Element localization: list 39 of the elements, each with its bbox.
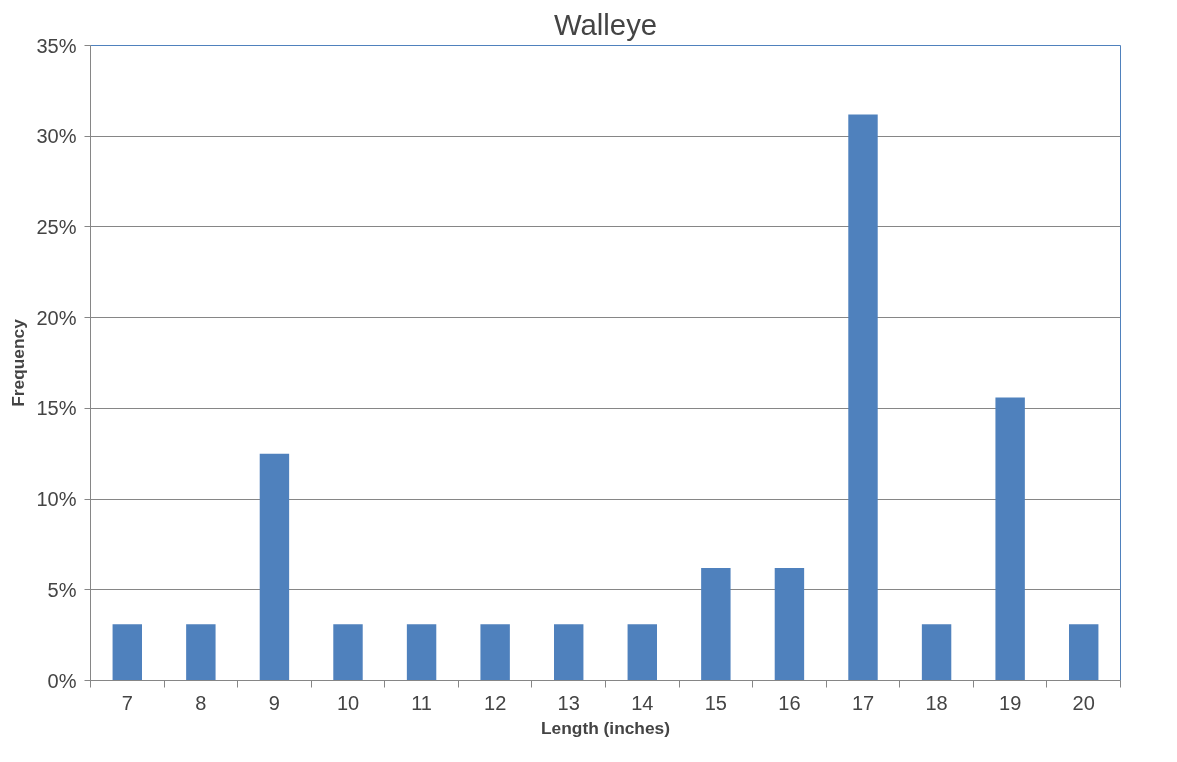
y-tick-label: 25% bbox=[36, 215, 77, 238]
bar bbox=[1069, 624, 1099, 681]
bar bbox=[333, 624, 363, 681]
bar bbox=[112, 624, 142, 681]
x-tick-label: 8 bbox=[195, 691, 207, 714]
bar bbox=[406, 624, 437, 681]
x-tick-label: 7 bbox=[121, 691, 133, 714]
x-tick-label: 14 bbox=[631, 691, 654, 714]
y-tick-label: 20% bbox=[36, 306, 77, 329]
y-tick-label: 5% bbox=[47, 578, 77, 601]
x-tick-label: 12 bbox=[484, 691, 507, 714]
x-tick-label: 13 bbox=[557, 691, 580, 714]
bar bbox=[848, 114, 878, 681]
x-tick-label: 16 bbox=[778, 691, 801, 714]
bar bbox=[480, 624, 510, 681]
bar bbox=[774, 568, 805, 681]
y-axis-title: Frequency bbox=[8, 318, 29, 407]
x-tick-label: 10 bbox=[336, 691, 360, 714]
bar bbox=[921, 624, 952, 681]
x-tick-label: 11 bbox=[411, 691, 432, 714]
bar bbox=[186, 624, 216, 681]
chart-title: Walleye bbox=[553, 7, 658, 41]
y-tick-label: 10% bbox=[36, 488, 77, 511]
x-tick-label: 15 bbox=[704, 691, 727, 714]
bar bbox=[554, 624, 584, 681]
x-tick-label: 17 bbox=[851, 691, 875, 714]
bar bbox=[995, 397, 1025, 681]
y-tick-label: 0% bbox=[47, 669, 77, 692]
y-tick-label: 30% bbox=[36, 125, 77, 148]
y-tick-label: 15% bbox=[36, 397, 77, 420]
x-axis-title: Length (inches) bbox=[541, 717, 670, 738]
x-tick-label: 18 bbox=[925, 691, 948, 714]
bar bbox=[701, 568, 731, 681]
x-tick-label: 19 bbox=[999, 691, 1022, 714]
bar bbox=[259, 453, 290, 681]
x-tick-label: 20 bbox=[1072, 691, 1095, 714]
y-tick-label: 35% bbox=[36, 34, 77, 57]
bar bbox=[627, 624, 657, 681]
x-tick-label: 9 bbox=[268, 691, 280, 714]
